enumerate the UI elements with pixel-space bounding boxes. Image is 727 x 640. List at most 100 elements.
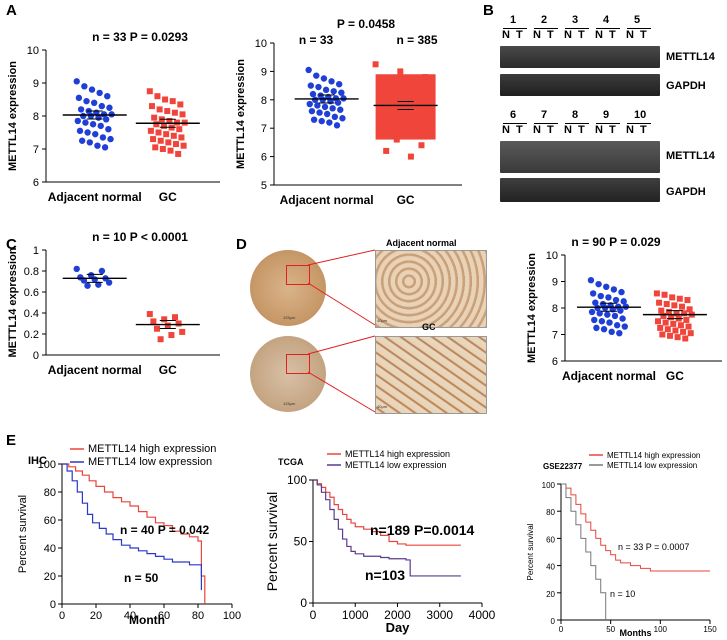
km-e3-ytick-label: 60	[546, 535, 555, 544]
chart-d-point-normal	[619, 315, 626, 322]
chart-c-ytick-label: 0	[33, 350, 39, 362]
chart-a1-title: n = 33 P = 0.0293	[92, 30, 188, 44]
chart-d-point-normal	[617, 307, 624, 314]
chart-a1-point-normal	[104, 93, 111, 100]
chart-d-point-normal	[620, 298, 627, 305]
lane-number: 5	[634, 14, 641, 26]
km-e1-ytick-label: 80	[44, 487, 56, 499]
chart-a1-ytick-label: 10	[27, 45, 39, 57]
km-e2-ytick-label: 100	[287, 473, 307, 487]
chart-a1-point-gc	[155, 129, 162, 136]
scale-bar-small-2: 40μm	[377, 404, 388, 409]
chart-a1-point-gc	[175, 150, 182, 157]
chart-a1-point-normal	[106, 104, 113, 111]
km-e1-ytick-label: 40	[44, 543, 56, 555]
chart-a1-point-normal	[90, 99, 98, 107]
chart-d-point-gc	[666, 332, 673, 339]
zoom-image-adjacent	[375, 250, 487, 328]
lane-number: 1	[510, 14, 517, 26]
chart-d-point-gc	[660, 312, 667, 319]
chart-a1-point-normal	[87, 112, 95, 120]
chart-c-category-label: GC	[159, 363, 177, 377]
lane-normal-label: N	[564, 29, 572, 41]
chart-a2-point-gc	[400, 96, 407, 103]
km-e3-annotation: n = 33 P = 0.0007	[618, 542, 689, 552]
km-e2-ytick-label: 0	[300, 596, 307, 610]
chart-d-point-gc	[669, 294, 676, 301]
km-e1-curve-high	[62, 463, 206, 604]
chart-a2-point-normal	[306, 100, 313, 108]
chart-d-point-normal	[601, 304, 609, 312]
chart-d-point-normal	[613, 322, 621, 329]
lane-normal-label: N	[564, 124, 572, 136]
km-e1-annotation: n = 40 P = 0.042	[120, 523, 210, 537]
chart-a2-point-gc	[393, 136, 400, 143]
chart-a2-point-normal	[320, 75, 328, 82]
lane-number: 9	[603, 109, 610, 121]
chart-d-point-gc	[686, 306, 693, 313]
chart-a1-point-gc	[152, 144, 159, 151]
chart-a2-point-normal	[307, 82, 315, 89]
km-e2-xtick-label: 2000	[384, 608, 411, 622]
km-e3-xtick-label: 50	[606, 625, 615, 634]
chart-a2-point-normal	[330, 88, 337, 95]
chart-d-point-normal	[610, 286, 618, 293]
lane-tumor-label: T	[516, 124, 523, 136]
chart-c-point-normal	[91, 276, 98, 283]
chart-a2-point-normal	[315, 83, 322, 91]
chart-a1-point-normal	[74, 117, 82, 125]
chart-a1-ytick-label: 9	[33, 78, 39, 90]
chart-d-point-normal	[594, 304, 601, 312]
chart-a1-point-normal	[102, 116, 110, 123]
chart-d-point-normal	[591, 316, 598, 324]
km-e3-legend-entry: METTL14 low expression	[607, 461, 697, 470]
chart-a2-point-normal	[328, 78, 335, 85]
lane-number: 4	[603, 14, 610, 26]
chart-d-point-normal	[597, 292, 604, 300]
chart-a2-point-normal	[311, 96, 319, 104]
chart-a1-point-gc	[179, 111, 186, 118]
chart-a1-point-gc	[147, 127, 154, 134]
lane-normal-label: N	[626, 124, 634, 136]
lane-bracket	[503, 28, 527, 29]
chart-a2-point-normal	[335, 80, 343, 88]
km-e2-y-axis-label: Percent survival	[264, 492, 280, 592]
chart-c-point-gc	[157, 336, 164, 343]
chart-d-point-normal	[603, 283, 610, 290]
chart-a1-point-normal	[99, 134, 107, 141]
mettl14-blot-bottom	[500, 141, 660, 173]
km-e3-curve-low	[561, 483, 607, 620]
chart-a2-point-normal	[331, 113, 339, 121]
chart-a2-category-label: Adjacent normal	[280, 193, 374, 207]
chart-a1-point-gc	[157, 137, 164, 144]
km-e3-ytick-label: 80	[546, 508, 555, 517]
chart-a2-point-gc	[390, 108, 397, 115]
chart-a2-point-gc	[379, 119, 386, 126]
chart-a2-point-normal	[310, 116, 318, 123]
km-e1-legend-entry: METTL14 high expression	[88, 443, 216, 455]
chart-c-ytick-label: 0.4	[24, 308, 39, 320]
chart-a1-y-axis-label: METTL14 expression	[7, 61, 19, 171]
roi-box-adjacent	[286, 265, 310, 285]
chart-d-ytick-label: 10	[546, 250, 558, 262]
chart-a1-point-normal	[77, 106, 85, 113]
lane-tumor-label: T	[547, 29, 554, 41]
km-e3-y-axis-label: Percent survival	[526, 523, 535, 580]
chart-a1-point-gc	[151, 114, 158, 121]
chart-d-point-normal	[592, 299, 599, 306]
chart-d-point-normal	[595, 280, 602, 288]
km-e1-curve-low	[62, 463, 202, 590]
chart-a2-ytick-label: 10	[255, 38, 267, 50]
lane-number: 7	[541, 109, 548, 121]
chart-d-point-gc	[653, 290, 660, 297]
chart-d-ytick-label: 6	[552, 356, 558, 368]
km-e2-xtick-label: 4000	[469, 608, 496, 622]
chart-a2-point-normal	[318, 117, 325, 125]
chart-d-point-gc	[656, 299, 663, 306]
chart-a1-point-gc	[153, 121, 160, 128]
km-e1-x-axis-label: Month	[129, 613, 165, 627]
km-e3-ytick-label: 100	[542, 481, 556, 490]
chart-c-point-gc	[175, 320, 182, 327]
km-e3-ytick-label: 40	[546, 563, 555, 572]
